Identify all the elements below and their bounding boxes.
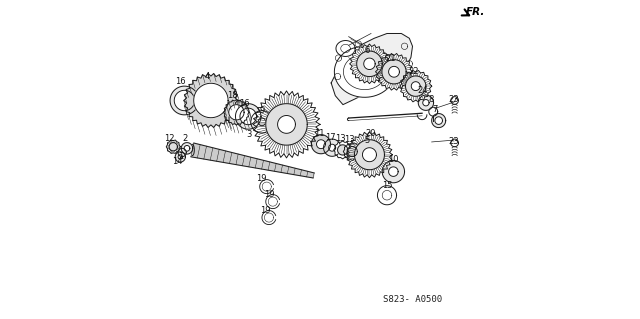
Text: 1: 1 xyxy=(179,152,184,161)
Text: 11: 11 xyxy=(314,129,324,137)
Polygon shape xyxy=(400,70,431,102)
Polygon shape xyxy=(376,54,413,90)
Polygon shape xyxy=(337,145,348,155)
Polygon shape xyxy=(431,114,445,128)
Text: 21: 21 xyxy=(385,54,396,63)
Polygon shape xyxy=(422,100,429,106)
Polygon shape xyxy=(312,135,330,154)
Text: 12: 12 xyxy=(164,134,174,143)
Polygon shape xyxy=(406,76,426,96)
Text: 8: 8 xyxy=(428,95,433,104)
Text: 19: 19 xyxy=(264,190,274,199)
Polygon shape xyxy=(178,155,182,159)
Text: 9: 9 xyxy=(259,106,264,115)
Polygon shape xyxy=(388,66,399,77)
Text: 18: 18 xyxy=(227,91,237,100)
Polygon shape xyxy=(382,60,406,84)
Polygon shape xyxy=(412,82,420,91)
Text: FR.: FR. xyxy=(465,7,485,17)
Polygon shape xyxy=(362,148,376,162)
Polygon shape xyxy=(317,140,325,149)
Text: 4: 4 xyxy=(205,72,211,81)
Text: 7: 7 xyxy=(433,105,438,114)
Text: 23: 23 xyxy=(449,137,460,146)
Text: 22: 22 xyxy=(408,67,419,76)
Polygon shape xyxy=(333,141,351,159)
Text: 16: 16 xyxy=(175,77,186,86)
Text: 24: 24 xyxy=(417,86,428,95)
Polygon shape xyxy=(382,160,404,183)
Text: 6: 6 xyxy=(365,46,370,55)
Polygon shape xyxy=(251,111,273,133)
Polygon shape xyxy=(240,108,257,125)
Polygon shape xyxy=(170,86,199,115)
Polygon shape xyxy=(175,152,186,162)
Text: 19: 19 xyxy=(256,174,266,183)
Polygon shape xyxy=(435,117,442,124)
Polygon shape xyxy=(349,44,389,84)
Text: 10: 10 xyxy=(388,155,399,164)
Polygon shape xyxy=(258,118,266,126)
Polygon shape xyxy=(236,104,261,129)
Polygon shape xyxy=(166,140,180,153)
Polygon shape xyxy=(388,167,398,176)
Polygon shape xyxy=(184,145,190,151)
Polygon shape xyxy=(355,140,385,170)
Polygon shape xyxy=(343,143,361,160)
Text: 15: 15 xyxy=(381,181,392,189)
Polygon shape xyxy=(334,46,395,97)
Polygon shape xyxy=(181,143,193,154)
Polygon shape xyxy=(184,73,238,128)
Polygon shape xyxy=(331,33,413,105)
Text: 17: 17 xyxy=(325,133,335,142)
Text: 14: 14 xyxy=(172,157,182,166)
Polygon shape xyxy=(278,115,296,133)
Text: 23: 23 xyxy=(449,95,460,104)
Text: S823- A0500: S823- A0500 xyxy=(383,295,442,304)
Polygon shape xyxy=(364,58,375,70)
Text: 3: 3 xyxy=(246,130,252,139)
Polygon shape xyxy=(356,51,382,77)
Text: 20: 20 xyxy=(365,129,376,138)
Polygon shape xyxy=(194,83,228,118)
Polygon shape xyxy=(346,132,392,178)
Polygon shape xyxy=(419,95,433,110)
Polygon shape xyxy=(174,90,195,111)
Text: 13: 13 xyxy=(344,135,355,144)
Polygon shape xyxy=(191,143,314,178)
Polygon shape xyxy=(347,146,357,157)
Polygon shape xyxy=(328,144,335,151)
Polygon shape xyxy=(336,41,355,56)
Text: 16: 16 xyxy=(239,99,250,108)
Text: 13: 13 xyxy=(335,134,346,143)
Text: 19: 19 xyxy=(260,206,270,215)
Text: 5: 5 xyxy=(365,136,370,145)
Polygon shape xyxy=(253,91,320,158)
Polygon shape xyxy=(223,100,249,125)
Polygon shape xyxy=(323,139,340,156)
Polygon shape xyxy=(228,105,244,120)
Polygon shape xyxy=(169,143,177,151)
Polygon shape xyxy=(266,104,307,145)
Text: 2: 2 xyxy=(182,134,188,143)
